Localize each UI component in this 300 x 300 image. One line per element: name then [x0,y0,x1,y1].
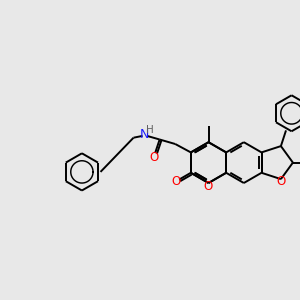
Text: N: N [140,128,150,142]
Text: H: H [146,125,154,135]
Text: O: O [171,175,180,188]
Text: O: O [203,179,212,193]
Text: O: O [149,151,159,164]
Text: O: O [276,175,286,188]
